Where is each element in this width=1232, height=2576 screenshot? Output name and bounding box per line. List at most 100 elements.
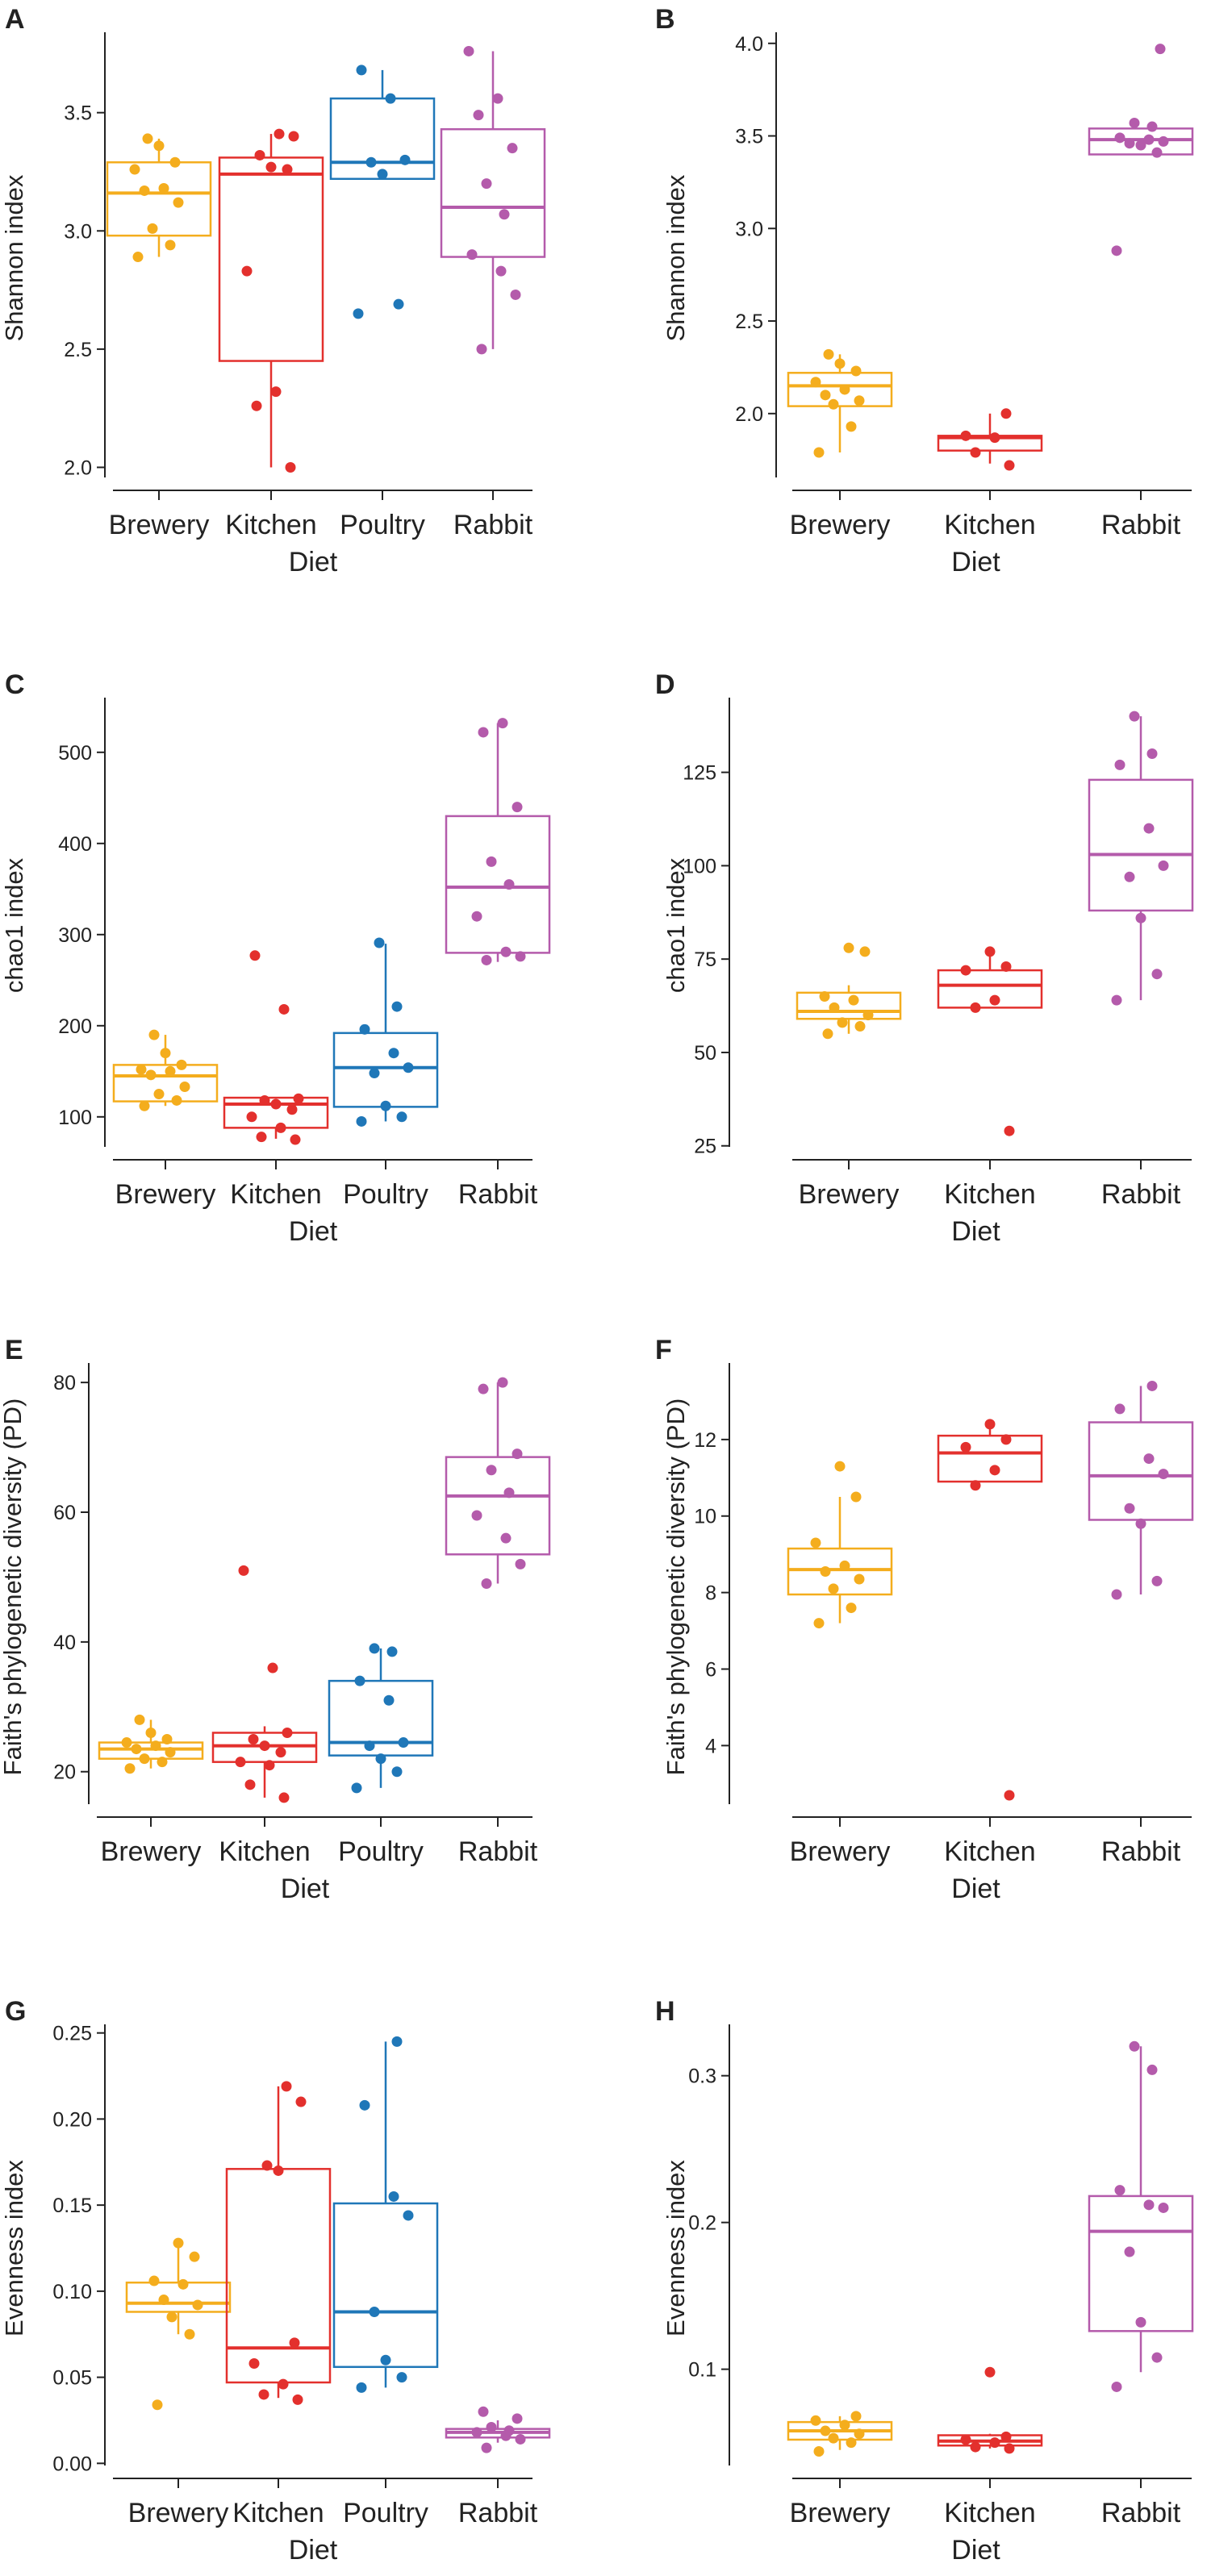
- data-point: [153, 1089, 165, 1100]
- y-tick-label: 0.3: [688, 2065, 716, 2088]
- x-axis-label: Diet: [951, 2535, 1000, 2566]
- data-point: [288, 131, 299, 142]
- box-iqr: [937, 1434, 1043, 1483]
- data-point: [481, 2442, 492, 2453]
- y-tick-label: 3.5: [64, 102, 92, 125]
- data-point: [270, 386, 282, 398]
- y-tick-label: 0.15: [52, 2195, 92, 2217]
- data-point: [388, 2190, 399, 2202]
- data-point: [1129, 711, 1140, 722]
- box-rabbit: [445, 2406, 551, 2453]
- y-tick-label: 12: [694, 1429, 716, 1452]
- panel-letter: G: [5, 1996, 26, 2027]
- y-tick-label: 0.10: [52, 2281, 92, 2303]
- data-point: [960, 965, 971, 976]
- data-point: [377, 169, 388, 180]
- data-point: [131, 1744, 142, 1755]
- data-point: [139, 1100, 150, 1111]
- data-point: [176, 1059, 187, 1070]
- data-point: [161, 1734, 173, 1745]
- data-point: [1143, 1453, 1155, 1465]
- data-point: [1151, 147, 1163, 158]
- x-tick-label: Brewery: [101, 1836, 202, 1867]
- data-point: [834, 358, 846, 369]
- data-point: [515, 951, 526, 962]
- data-point: [1151, 1575, 1163, 1586]
- data-point: [486, 2422, 497, 2432]
- data-point: [396, 1111, 407, 1123]
- data-point: [970, 447, 981, 458]
- data-point: [365, 156, 377, 168]
- data-point: [476, 344, 487, 355]
- data-point: [165, 1065, 176, 1077]
- data-point: [839, 2420, 850, 2431]
- data-point: [989, 2437, 1000, 2449]
- data-point: [1114, 759, 1126, 770]
- data-point: [173, 2237, 184, 2249]
- box-brewery: [112, 1029, 219, 1111]
- data-point: [282, 164, 293, 175]
- data-point: [160, 1048, 171, 1059]
- box-iqr: [332, 2202, 439, 2369]
- x-tick-label: Rabbit: [458, 2498, 538, 2528]
- box-kitchen: [223, 950, 329, 1145]
- data-point: [1143, 2199, 1155, 2211]
- data-point: [295, 2096, 307, 2107]
- data-point: [850, 2411, 862, 2422]
- data-point: [984, 1419, 996, 1430]
- data-point: [862, 1010, 874, 1021]
- data-point: [1146, 748, 1158, 759]
- data-point: [1135, 1518, 1146, 1529]
- y-tick-label: 4: [705, 1735, 716, 1757]
- panel-f: F 4 6 8 10 12 Brewery Kitchen Rabbit Diet Faith's …: [655, 1335, 1194, 1904]
- data-point: [249, 950, 261, 961]
- data-point: [351, 1782, 362, 1794]
- data-point: [823, 348, 834, 360]
- data-point: [834, 1461, 846, 1472]
- data-point: [359, 1023, 370, 1035]
- data-point: [813, 1618, 825, 1629]
- data-point: [121, 1737, 132, 1749]
- box-iqr: [225, 2168, 332, 2384]
- data-point: [380, 2354, 391, 2366]
- box-brewery: [787, 348, 893, 458]
- y-tick-label: 300: [58, 924, 92, 947]
- data-point: [1111, 1589, 1122, 1600]
- data-point: [129, 164, 140, 175]
- data-point: [289, 2337, 300, 2349]
- data-point: [282, 1727, 293, 1738]
- panel-letter: E: [5, 1335, 23, 1365]
- data-point: [142, 133, 153, 144]
- data-point: [165, 1747, 176, 1758]
- data-point: [1124, 2246, 1135, 2257]
- y-tick-label: 2.5: [64, 339, 92, 361]
- data-point: [1158, 2202, 1169, 2213]
- data-point: [503, 2425, 515, 2436]
- panel-g: G 0.00 0.05 0.10 0.15 0.20 0.25 Brewery Kitchen P…: [0, 1996, 551, 2566]
- data-point: [393, 298, 404, 310]
- data-point: [1004, 2443, 1015, 2454]
- box-iqr: [98, 1741, 204, 1760]
- y-axis-label: Faith's phylogenetic diversity (PD): [0, 1398, 27, 1776]
- data-point: [273, 2165, 284, 2176]
- x-axis-label: Diet: [289, 1216, 338, 1247]
- data-point: [267, 1662, 278, 1674]
- data-point: [275, 1747, 286, 1758]
- data-point: [292, 2394, 303, 2405]
- panel-letter: F: [655, 1335, 672, 1365]
- data-point: [380, 1100, 391, 1111]
- data-point: [285, 461, 296, 473]
- box-iqr: [445, 1456, 551, 1556]
- data-point: [290, 1134, 301, 1145]
- data-point: [166, 2311, 177, 2323]
- data-point: [500, 1532, 512, 1544]
- data-point: [1143, 823, 1155, 834]
- data-point: [810, 1537, 821, 1549]
- data-point: [989, 994, 1000, 1006]
- x-tick-label: Poultry: [343, 1179, 428, 1210]
- data-point: [386, 1646, 398, 1657]
- data-point: [134, 1714, 145, 1725]
- data-point: [989, 432, 1000, 444]
- box-iqr: [218, 156, 324, 362]
- panel-c: C 100 200 300 400 500 Brewery Kitchen Poultry Rab…: [0, 669, 551, 1247]
